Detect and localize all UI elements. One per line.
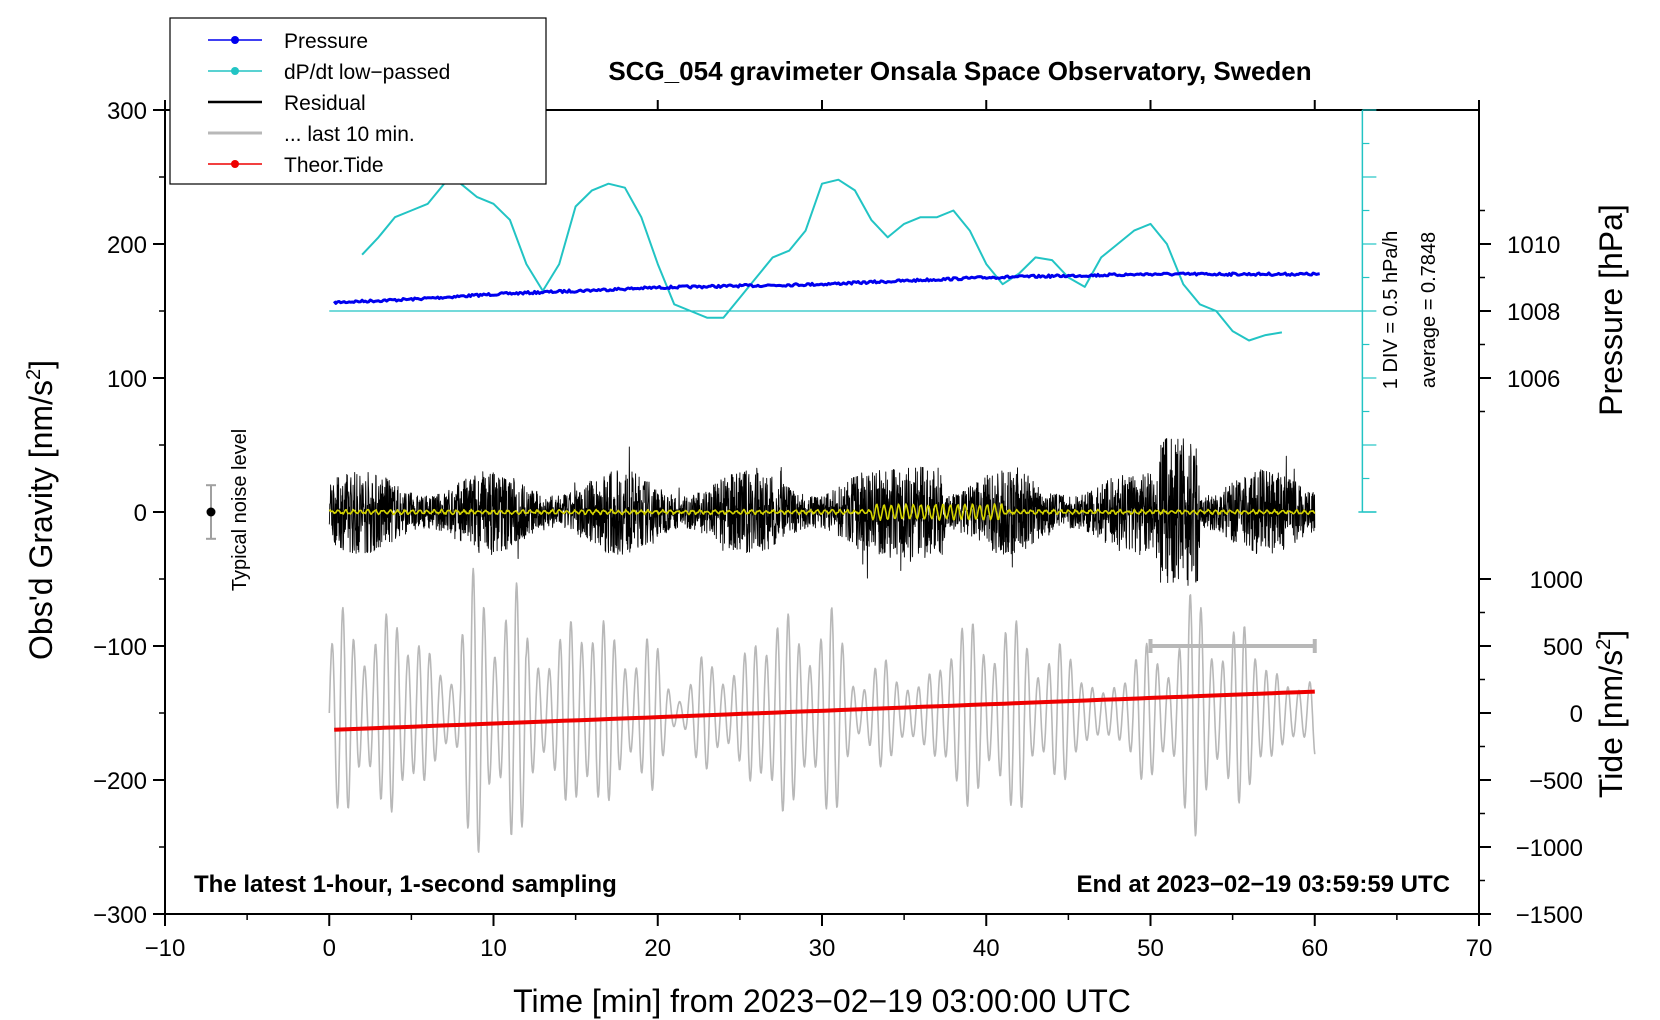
x-tick-label: 50 <box>1137 935 1164 962</box>
legend-dpdt-marker <box>231 67 239 75</box>
tide-tick-label: −1500 <box>1516 902 1583 929</box>
x-tick-label: 40 <box>973 935 1000 962</box>
y-tick-label: −100 <box>93 634 147 661</box>
y-tick-label: 0 <box>134 500 147 527</box>
tide-tick-label: −500 <box>1529 768 1583 795</box>
noise-dot <box>206 507 216 517</box>
x-tick-label: 20 <box>644 935 671 962</box>
dpdt-line <box>361 173 1283 342</box>
y-tick-label: 300 <box>107 98 147 125</box>
pressure-line <box>332 271 1320 305</box>
y-tick-label: −200 <box>93 768 147 795</box>
x-tick-label: 10 <box>480 935 507 962</box>
y-axis-title-pressure: Pressure [hPa] <box>1593 204 1629 416</box>
tide-tick-label: −1000 <box>1516 835 1583 862</box>
last10-series <box>328 567 1316 853</box>
pressure-tick-label: 1008 <box>1507 299 1560 326</box>
axes: −10 0 10 20 30 40 50 60 703002001000−100−200−300… <box>93 98 1583 962</box>
pressure-tick-label: 1010 <box>1507 232 1560 259</box>
y-tick-label: 200 <box>107 232 147 259</box>
x-tick-label: 70 <box>1466 935 1493 962</box>
y-tick-label: −300 <box>93 902 147 929</box>
tide-line <box>334 689 1315 732</box>
legend-last10-label: ... last 10 min. <box>284 123 415 146</box>
residual-line <box>328 438 1316 586</box>
tide-tick-label: 500 <box>1543 634 1583 661</box>
tide-tick-label: 0 <box>1570 701 1583 728</box>
note-left: The latest 1-hour, 1-second sampling <box>194 871 617 898</box>
x-axis-title: Time [min] from 2023−02−19 03:00:00 UTC <box>513 983 1131 1019</box>
pressure-series <box>332 271 1320 305</box>
dpdt-scale-label: 1 DIV = 0.5 hPa/h <box>1380 231 1402 389</box>
y-tick-label: 100 <box>107 366 147 393</box>
noise-label: Typical noise level <box>229 429 251 591</box>
y-axis-title-tide: Tide [nm/s2] <box>1593 630 1629 798</box>
x-tick-label: 60 <box>1301 935 1328 962</box>
legend: Pressure dP/dt low−passed Residual ... l… <box>169 17 547 185</box>
y-axis-title-left: Obs'd Gravity [nm/s2] <box>23 360 59 660</box>
legend-tide-label: Theor.Tide <box>284 154 384 177</box>
last10-line <box>328 567 1316 853</box>
dpdt-average-label: average = 0.7848 <box>1418 232 1440 388</box>
note-right: End at 2023−02−19 03:59:59 UTC <box>1076 871 1450 898</box>
dpdt-series <box>361 173 1283 342</box>
x-tick-label: 0 <box>323 935 336 962</box>
x-tick-label: −10 <box>145 935 186 962</box>
legend-tide-marker <box>231 160 239 168</box>
legend-dpdt-label: dP/dt low−passed <box>284 61 450 84</box>
residual-series <box>328 438 1316 586</box>
filtered-series <box>328 503 1316 522</box>
filtered-line <box>328 503 1316 522</box>
pressure-tick-label: 1006 <box>1507 366 1560 393</box>
tide-series <box>334 689 1315 732</box>
tide-tick-label: 1000 <box>1530 567 1583 594</box>
chart-title: SCG_054 gravimeter Onsala Space Observat… <box>608 56 1311 86</box>
legend-pressure-label: Pressure <box>284 30 368 53</box>
legend-residual-label: Residual <box>284 92 366 115</box>
x-tick-label: 30 <box>809 935 836 962</box>
legend-pressure-marker <box>231 36 239 44</box>
